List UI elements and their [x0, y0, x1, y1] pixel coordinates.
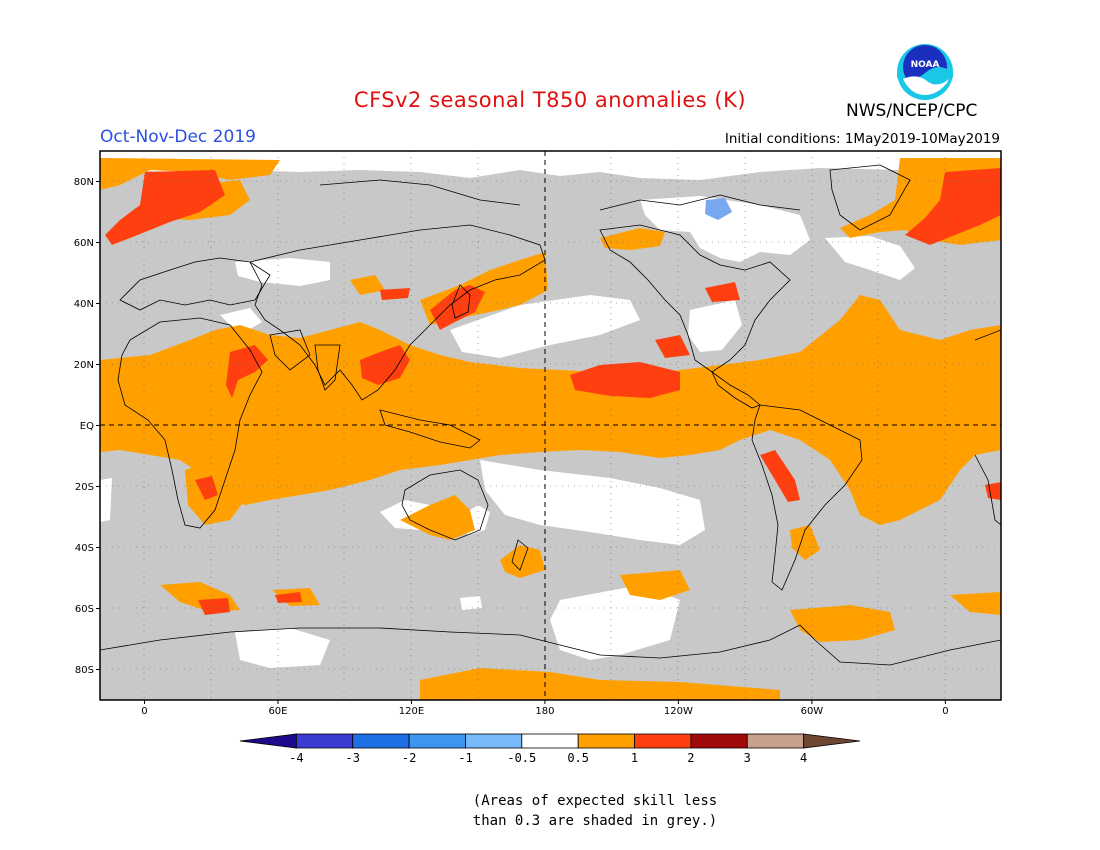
colorbar-min-arrow: [239, 733, 297, 749]
lat-label: 80S: [75, 665, 94, 676]
colorbar-tick-label: -0.5: [507, 751, 536, 765]
colorbar-swatch: [521, 733, 579, 749]
colorbar-max-arrow: [803, 733, 861, 749]
colorbar-tick-label: 3: [744, 751, 751, 765]
noaa-logo: NOAA: [897, 44, 953, 100]
lon-label: 0: [141, 706, 147, 717]
longitude-labels: 0 60E 120E 180 120W 60W 0: [141, 700, 949, 717]
coastlines: [100, 164, 1001, 666]
footnote: (Areas of expected skill less than 0.3 a…: [0, 791, 1100, 831]
colorbar-swatch: [408, 733, 466, 749]
lon-label: 60E: [268, 706, 287, 717]
cool-anomaly-region: [705, 198, 732, 220]
footnote-line-2: than 0.3 are shaded in grey.): [472, 813, 718, 829]
colorbar-swatch: [577, 733, 635, 749]
map-title: CFSv2 seasonal T850 anomalies (K): [353, 88, 747, 112]
lat-label: 40N: [74, 299, 94, 310]
colorbar-tick-label: 1: [631, 751, 638, 765]
lon-label: 120E: [399, 706, 424, 717]
colorbar-tick-label: -4: [289, 751, 303, 765]
colorbar-swatch: [634, 733, 692, 749]
latitude-labels: 80N 60N 40N 20N EQ 20S 40S 60S 80S: [74, 177, 100, 676]
lon-label: 0: [942, 706, 948, 717]
colorbar-tick-label: -3: [346, 751, 360, 765]
colorbar: -4 -3 -2 -1 -0.5 0.5 1 2 3 4: [239, 733, 861, 765]
lon-label: 60W: [801, 706, 824, 717]
footnote-line-1: (Areas of expected skill less: [472, 793, 718, 809]
colorbar-tick-label: -1: [458, 751, 472, 765]
agency-label: NWS/NCEP/CPC: [846, 101, 978, 121]
lat-label: 40S: [75, 543, 94, 554]
colorbar-swatch: [690, 733, 748, 749]
colorbar-tick-label: 4: [800, 751, 807, 765]
lat-label: 20N: [74, 360, 94, 371]
initial-conditions-label: Initial conditions: 1May2019-10May2019: [724, 131, 1000, 147]
logo-text: NOAA: [911, 60, 940, 70]
lat-label: 60N: [74, 238, 94, 249]
colorbar-swatch: [352, 733, 410, 749]
anomaly-map: 80N 60N 40N 20N EQ 20S 40S 60S 80S 0 60E 120E 180 12…: [74, 150, 1002, 717]
colorbar-swatch: [295, 733, 354, 749]
graticule: [100, 151, 1001, 700]
colorbar-tick-label: -2: [402, 751, 416, 765]
lat-label: 60S: [75, 604, 94, 615]
colorbar-tick-label: 0.5: [567, 751, 589, 765]
lat-label: EQ: [80, 421, 94, 432]
lat-label: 20S: [75, 482, 94, 493]
lat-label: 80N: [74, 177, 94, 188]
season-label: Oct-Nov-Dec 2019: [100, 127, 256, 147]
lon-label: 180: [535, 706, 554, 717]
colorbar-swatch: [465, 733, 523, 749]
colorbar-tick-label: 2: [687, 751, 694, 765]
warm-anomaly-regions-1-to-2: [105, 168, 1001, 615]
lon-label: 120W: [664, 706, 693, 717]
colorbar-swatch: [746, 733, 805, 749]
